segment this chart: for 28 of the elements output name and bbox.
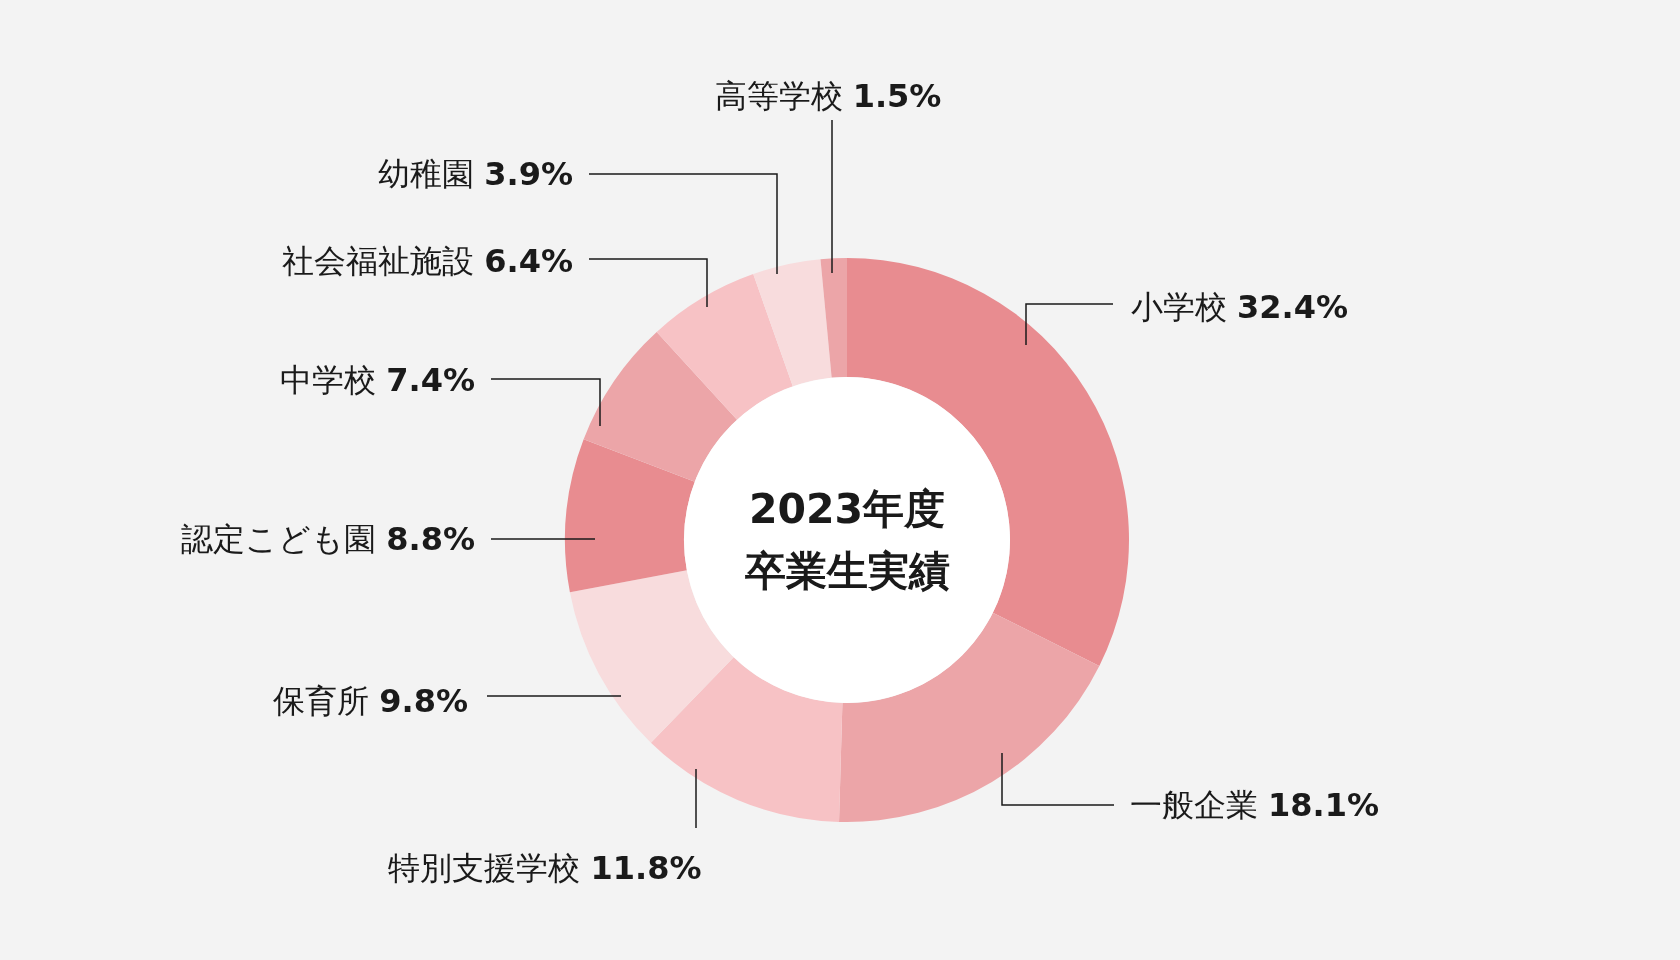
donut-slice	[820, 258, 847, 378]
data-label: 1.5%	[852, 77, 942, 115]
data-label: 11.8%	[590, 849, 702, 887]
slice-label: 一般企業	[1130, 786, 1258, 824]
donut-slice	[753, 259, 832, 387]
donut-slice	[839, 612, 1100, 822]
data-label: 18.1%	[1268, 786, 1380, 824]
slice-label: 小学校	[1131, 288, 1227, 326]
slice-label: 特別支援学校	[388, 849, 581, 887]
donut-slice	[650, 657, 843, 822]
donut-slice	[656, 274, 793, 420]
donut-slice	[583, 331, 738, 482]
donut-slice	[565, 439, 695, 593]
donut-slice	[569, 570, 734, 743]
slice-label: 幼稚園	[378, 155, 475, 193]
data-label: 32.4%	[1237, 288, 1349, 326]
slice-label: 認定こども園	[181, 520, 377, 558]
data-label: 3.9%	[484, 155, 573, 193]
data-label: 6.4%	[484, 242, 573, 280]
slice-label: 社会福祉施設	[282, 242, 475, 280]
slice-label: 中学校	[280, 361, 377, 399]
data-label: 8.8%	[386, 520, 475, 558]
data-label: 7.4%	[386, 361, 475, 399]
data-label: 9.8%	[379, 682, 468, 720]
text: 卒業生実績	[743, 547, 950, 595]
text: 2023年度	[748, 485, 946, 533]
slice-label: 保育所	[273, 682, 370, 720]
slice-label: 高等学校	[714, 77, 843, 115]
